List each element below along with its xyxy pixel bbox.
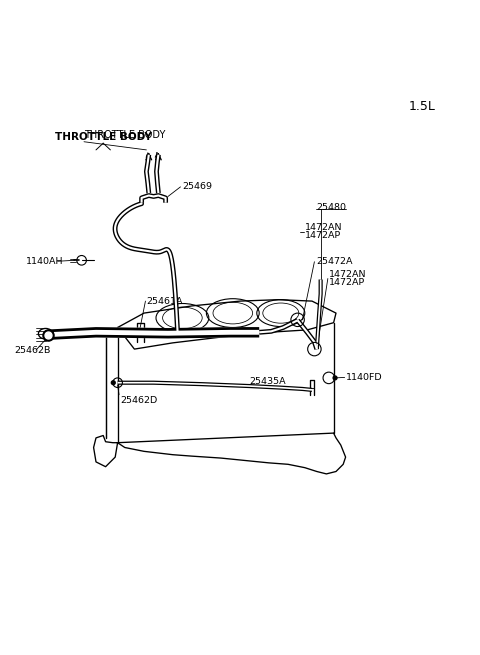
Text: 1140AH: 1140AH [26, 257, 64, 266]
Text: 1472AN: 1472AN [329, 271, 366, 279]
Circle shape [333, 376, 337, 380]
Text: 25472A: 25472A [316, 257, 352, 266]
Text: 25462D: 25462D [120, 396, 157, 405]
Text: 25462B: 25462B [14, 346, 51, 354]
Circle shape [111, 381, 115, 384]
Text: 25435A: 25435A [250, 377, 286, 386]
Text: 25480: 25480 [316, 203, 346, 212]
Text: THROTTLE BODY: THROTTLE BODY [55, 132, 152, 141]
Text: 1140FD: 1140FD [346, 373, 382, 382]
Text: 1472AP: 1472AP [305, 231, 341, 240]
Text: 1472AP: 1472AP [329, 278, 365, 287]
Text: 25461A: 25461A [146, 297, 183, 306]
Text: 25469: 25469 [182, 182, 212, 191]
Text: 1.5L: 1.5L [409, 100, 436, 113]
Text: 1472AN: 1472AN [305, 223, 342, 232]
Text: THROTTLE BODY: THROTTLE BODY [84, 130, 166, 140]
